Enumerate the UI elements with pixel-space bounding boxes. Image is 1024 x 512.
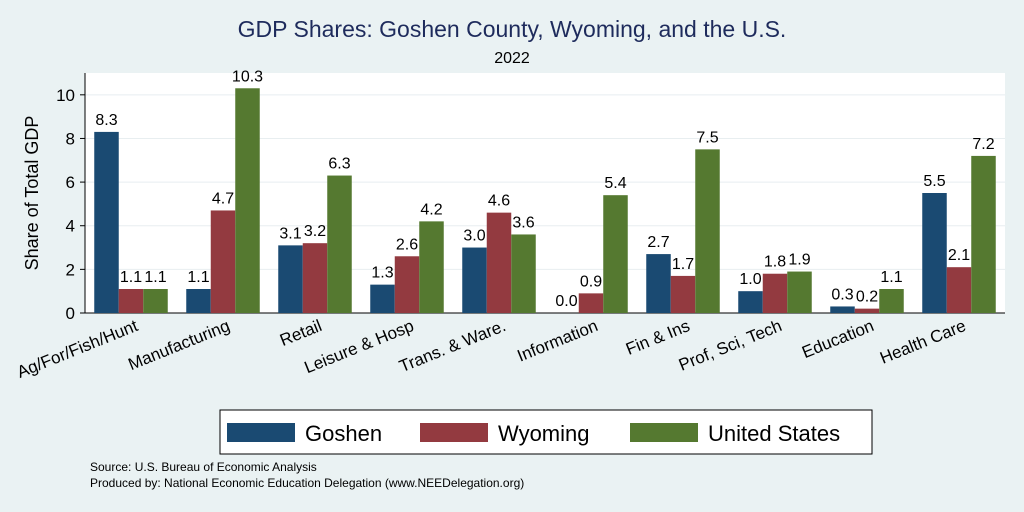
category-label: Retail: [277, 316, 324, 350]
bar-value-label: 0.9: [580, 273, 602, 290]
legend-swatch: [420, 423, 488, 442]
bar: [186, 289, 211, 313]
bar: [462, 247, 487, 313]
producer-note: Produced by: National Economic Education…: [90, 476, 525, 490]
bar-value-label: 4.6: [488, 193, 510, 210]
category-label: Manufacturing: [125, 316, 232, 374]
bar: [787, 271, 812, 313]
y-tick-label: 6: [66, 173, 75, 192]
bar-value-label: 3.2: [304, 223, 326, 240]
bar: [486, 212, 512, 313]
bar: [511, 234, 536, 313]
bar-value-label: 1.8: [764, 254, 786, 271]
legend-swatch: [630, 423, 698, 442]
bar-value-label: 4.2: [420, 201, 442, 218]
source-note: Source: U.S. Bureau of Economic Analysis: [90, 460, 317, 474]
bar: [327, 175, 352, 313]
bar-value-label: 1.0: [739, 271, 761, 288]
bar-value-label: 0.3: [831, 286, 853, 303]
y-axis-label: Share of Total GDP: [22, 116, 42, 271]
bar-value-label: 1.7: [672, 256, 694, 273]
bar: [94, 131, 119, 313]
legend-label: Wyoming: [498, 421, 590, 446]
bar-value-label: 1.9: [788, 252, 810, 269]
bar-value-label: 2.1: [948, 247, 970, 264]
legend-label: United States: [708, 421, 840, 446]
y-tick-label: 4: [66, 217, 75, 236]
legend-box: [219, 409, 873, 455]
bar: [922, 193, 947, 313]
bar-value-label: 1.1: [144, 269, 166, 286]
legend: Goshen Wyoming United States: [219, 409, 873, 455]
bar: [118, 289, 144, 313]
y-tick-label: 10: [56, 86, 75, 105]
category-label: Fin & Ins: [623, 316, 692, 359]
bar-value-label: 3.0: [463, 228, 485, 245]
bars: [94, 88, 996, 313]
y-tick-label: 0: [66, 304, 75, 323]
bar: [419, 221, 444, 313]
bar-value-label: 7.2: [972, 136, 994, 153]
bar-value-label: 4.7: [212, 190, 234, 207]
bar-value-label: 5.4: [604, 175, 626, 192]
category-label: Education: [799, 316, 876, 362]
category-label: Prof, Sci, Tech: [676, 316, 784, 375]
category-label: Information: [515, 316, 601, 365]
category-label: Health Care: [877, 316, 968, 368]
bar-value-label: 1.1: [187, 269, 209, 286]
bar-value-label: 2.7: [647, 234, 669, 251]
y-tick-label: 8: [66, 129, 75, 148]
bar-value-label: 1.3: [371, 265, 393, 282]
bar: [830, 306, 855, 313]
bar-value-label: 5.5: [923, 173, 945, 190]
bar: [143, 289, 168, 313]
bar: [278, 245, 303, 313]
bar: [738, 291, 763, 313]
bar: [946, 267, 972, 313]
bar-value-label: 2.6: [396, 236, 418, 253]
bar-value-label: 10.3: [232, 68, 263, 85]
bar-value-label: 0.2: [856, 289, 878, 306]
bar: [854, 308, 880, 313]
bar-value-label: 3.6: [512, 214, 534, 231]
bar-value-label: 6.3: [328, 156, 350, 173]
bar-value-label: 7.5: [696, 129, 718, 146]
bar: [646, 254, 671, 313]
chart-subtitle: 2022: [494, 50, 530, 67]
bar: [394, 256, 420, 313]
category-label: Ag/For/Fish/Hunt: [14, 316, 141, 382]
legend-label: Goshen: [305, 421, 382, 446]
bar-value-label: 8.3: [95, 112, 117, 129]
category-label: Trans. & Ware.: [397, 316, 509, 376]
bar-value-label: 0.0: [555, 293, 577, 310]
bar: [370, 284, 395, 313]
data-labels: 8.31.1 1.1 1.14.710.33.1 3.26.31.32.64.23.0…: [95, 68, 994, 310]
bar-value-label: 3.1: [279, 225, 301, 242]
legend-swatch: [227, 423, 295, 442]
y-tick-label: 2: [66, 260, 75, 279]
bar: [235, 88, 260, 313]
bar: [210, 210, 236, 313]
bar: [603, 195, 628, 313]
bar: [879, 289, 904, 313]
chart-title: GDP Shares: Goshen County, Wyoming, and …: [237, 16, 787, 42]
bar: [971, 155, 996, 313]
bar: [670, 275, 696, 313]
bar: [695, 149, 720, 313]
bar: [762, 273, 788, 313]
bar: [578, 293, 604, 313]
bar-value-label: 1.1: [120, 269, 142, 286]
bar: [302, 243, 328, 313]
bar-value-label: 1.1: [880, 269, 902, 286]
